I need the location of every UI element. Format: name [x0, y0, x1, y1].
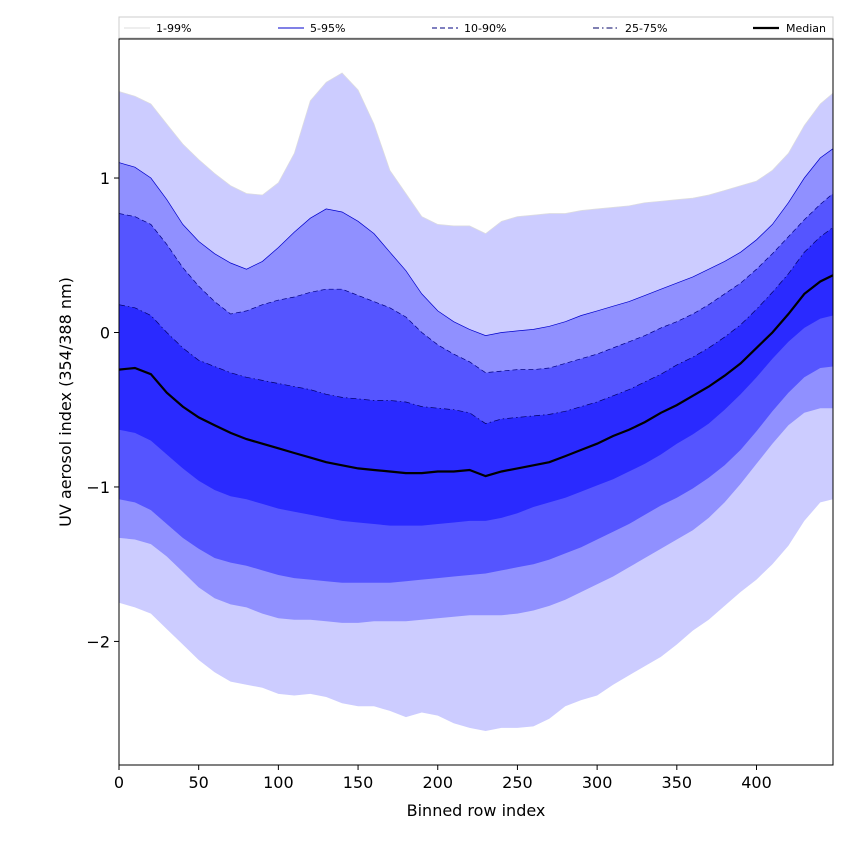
band-5-95%-upper-line [118, 148, 834, 336]
y-axis: −2 −1 0 1 [86, 169, 119, 651]
band-10-90%-upper-line [118, 193, 834, 374]
x-tick-label: 350 [662, 773, 693, 792]
y-tick-label: −2 [86, 632, 110, 651]
y-axis-label: UV aerosol index (354/388 nm) [56, 277, 75, 527]
bands-layer [118, 72, 834, 731]
legend-label-median: Median [786, 22, 826, 35]
x-tick-label: 250 [502, 773, 533, 792]
x-tick-label: 0 [114, 773, 124, 792]
y-tick-label: 1 [100, 169, 110, 188]
x-tick-label: 100 [263, 773, 294, 792]
band-1-99%-upper-line [118, 72, 834, 235]
x-tick-label: 300 [582, 773, 613, 792]
legend-label-5-95%: 5-95% [310, 22, 345, 35]
x-tick-label: 150 [343, 773, 374, 792]
y-tick-label: 0 [100, 323, 110, 342]
legend: 1-99% 5-95% 10-90% 25-75% Median [118, 16, 834, 39]
legend-box [118, 16, 834, 39]
legend-label-10-90%: 10-90% [464, 22, 506, 35]
x-axis-label: Binned row index [407, 801, 546, 820]
legend-label-1-99%: 1-99% [156, 22, 191, 35]
x-tick-label: 200 [422, 773, 453, 792]
y-tick-label: −1 [86, 478, 110, 497]
median-line [118, 274, 834, 478]
legend-label-25-75%: 25-75% [625, 22, 667, 35]
band-25-75%-upper-line [118, 227, 834, 424]
x-tick-label: 50 [189, 773, 209, 792]
median-layer [118, 274, 834, 478]
plot-frame [118, 38, 834, 766]
band-25-75%-area [119, 227, 833, 526]
x-tick-label: 400 [741, 773, 772, 792]
x-axis: 0 50 100 150 200 250 300 350 400 [114, 765, 772, 792]
